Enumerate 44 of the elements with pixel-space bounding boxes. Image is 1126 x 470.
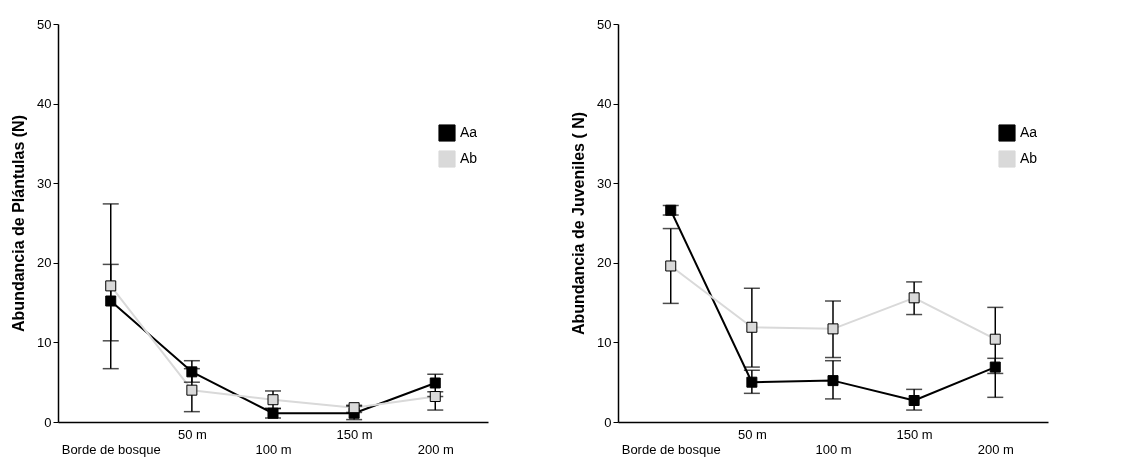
legend-label: Ab (460, 150, 478, 166)
y-tick-label: 20 (597, 255, 612, 271)
point (827, 323, 839, 335)
y-tick-label: 10 (37, 334, 52, 350)
x-tick-label: 100 m (815, 441, 852, 457)
point (105, 295, 117, 307)
x-tick-label: 150 m (336, 426, 373, 442)
x-tick-label: 50 m (177, 426, 207, 442)
x-tick-label: 150 m (896, 426, 933, 442)
y-axis-title: Abundancia de Plántulas (N) (10, 115, 28, 332)
legend-label: Ab (1020, 150, 1038, 166)
point (665, 260, 677, 272)
point (186, 366, 198, 378)
point (105, 280, 117, 292)
y-tick-label: 50 (597, 16, 612, 32)
y-tick-label: 40 (597, 96, 612, 112)
x-tick-label: 50 m (737, 426, 767, 442)
point (908, 292, 920, 304)
y-tick-label: 0 (604, 414, 612, 430)
point (989, 361, 1001, 373)
point (746, 321, 758, 333)
point (989, 333, 1001, 345)
y-tick-label: 10 (597, 334, 612, 350)
point (827, 375, 839, 387)
y-tick-label: 20 (37, 255, 52, 271)
x-tick-label: 100 m (255, 441, 292, 457)
point (908, 395, 920, 407)
y-tick-label: 30 (597, 175, 612, 191)
x-tick-label: 200 m (977, 441, 1014, 457)
point (186, 384, 198, 396)
y-tick-label: 0 (44, 414, 52, 430)
x-tick-label: 200 m (417, 441, 454, 457)
y-tick-label: 40 (37, 96, 52, 112)
point (267, 394, 279, 406)
legend-label: Aa (460, 124, 478, 140)
point (429, 391, 441, 403)
point (429, 377, 441, 389)
y-tick-label: 50 (37, 16, 52, 32)
y-axis-title: Abundancia de Juveniles ( N) (570, 111, 588, 336)
x-tick-label: Borde de bosque (621, 441, 721, 457)
x-tick-label: Borde de bosque (61, 441, 161, 457)
point (746, 376, 758, 388)
y-tick-label: 30 (37, 175, 52, 191)
legend-label: Aa (1020, 124, 1038, 140)
